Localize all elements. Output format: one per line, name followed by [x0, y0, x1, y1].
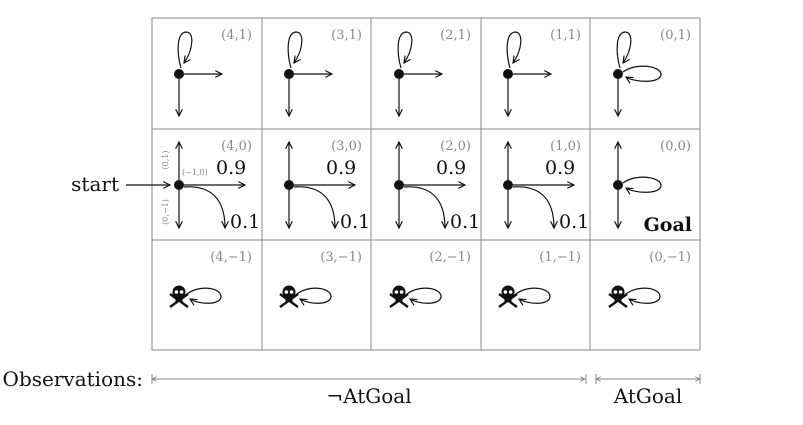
at-goal-label: AtGoal [613, 384, 682, 408]
cell-coord: (3,0) [331, 139, 362, 154]
cell-coord: (4,1) [221, 28, 252, 43]
observations: Observations: ¬AtGoal AtGoal [3, 367, 700, 408]
bottom-row-hazards [169, 285, 661, 308]
cell-coord: (2,0) [440, 139, 471, 154]
state-dot-icon [174, 180, 184, 190]
action-label-down: (0,−1) [161, 199, 170, 225]
action-label-up: (0,1) [161, 151, 170, 170]
state-dot-icon [394, 69, 404, 79]
skull-crossbones-icon [389, 285, 409, 308]
cell-coord: (4,−1) [210, 250, 252, 265]
state-dot-icon [394, 180, 404, 190]
cell-coord: (0,−1) [649, 250, 691, 265]
middle-row-transitions: start (0,1) (0,−1) (−1,0) 0.9 0.1 0.9 0.… [71, 142, 692, 236]
state-dot-icon [613, 180, 623, 190]
self-loop-arrow [515, 287, 551, 303]
action-label-left: (−1,0) [182, 168, 208, 177]
self-loop-arrow [616, 31, 632, 69]
self-loop-arrow [186, 287, 222, 303]
grid [151, 17, 701, 351]
state-dot-icon [503, 69, 513, 79]
grid-border [151, 17, 701, 351]
start-label: start [71, 172, 119, 196]
self-loop-arrow [177, 31, 193, 69]
goal-label: Goal [644, 214, 692, 236]
prob-main: 0.9 [436, 157, 466, 179]
state-dot-icon [284, 180, 294, 190]
cell-coord: (3,1) [331, 28, 362, 43]
not-at-goal-label: ¬AtGoal [326, 384, 411, 408]
self-loop-arrow [625, 287, 661, 303]
prob-main: 0.9 [545, 157, 575, 179]
prob-slip: 0.1 [450, 211, 480, 233]
cell-coord: (2,1) [440, 28, 471, 43]
cell-coord: (0,1) [660, 28, 691, 43]
self-loop-arrow [397, 31, 413, 69]
skull-crossbones-icon [279, 285, 299, 308]
slip-arrow [403, 186, 445, 228]
prob-main: 0.9 [216, 157, 246, 179]
cell-coord: (1,−1) [539, 250, 581, 265]
state-dot-icon [503, 180, 513, 190]
self-loop-arrow [406, 287, 442, 303]
cell-coord: (2,−1) [429, 250, 471, 265]
state-dot-icon [284, 69, 294, 79]
prob-slip: 0.1 [559, 211, 589, 233]
self-loop-arrow [506, 31, 522, 69]
cell-coord: (0,0) [660, 139, 691, 154]
coordinate-labels: (4,1) (3,1) (2,1) (1,1) (0,1) (4,0) (3,0… [210, 28, 691, 265]
prob-slip: 0.1 [230, 211, 260, 233]
slip-arrow [512, 186, 554, 228]
self-loop-arrow [622, 65, 662, 81]
skull-crossbones-icon [498, 285, 518, 308]
slip-arrow [183, 186, 225, 228]
slip-arrow [293, 186, 335, 228]
state-dot-icon [174, 69, 184, 79]
self-loop-arrow [622, 176, 662, 192]
cell-coord: (4,0) [221, 139, 252, 154]
prob-main: 0.9 [326, 157, 356, 179]
cell-coord: (1,0) [550, 139, 581, 154]
skull-crossbones-icon [608, 285, 628, 308]
state-dot-icon [613, 69, 623, 79]
observations-label: Observations: [3, 367, 143, 391]
top-row-transitions [174, 31, 662, 116]
skull-crossbones-icon [169, 285, 189, 308]
cell-coord: (3,−1) [320, 250, 362, 265]
self-loop-arrow [287, 31, 303, 69]
cell-coord: (1,1) [550, 28, 581, 43]
self-loop-arrow [296, 287, 332, 303]
prob-slip: 0.1 [340, 211, 370, 233]
